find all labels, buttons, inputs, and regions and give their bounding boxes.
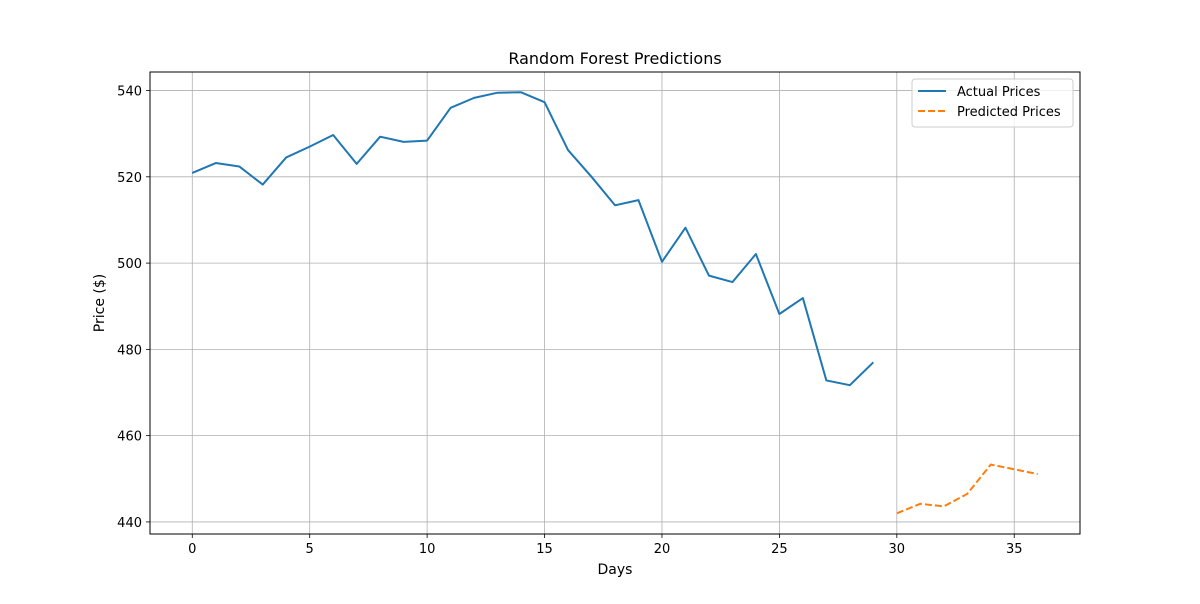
data-point-actual-prices bbox=[708, 275, 710, 277]
data-point-actual-prices bbox=[215, 162, 217, 164]
legend-box bbox=[911, 78, 1074, 128]
y-tick-label: 480 bbox=[117, 343, 142, 358]
ticks: 0 5 10 15 20 25 30 35 440 460 480 500 520 540 bbox=[117, 85, 1022, 557]
data-point-actual-prices bbox=[309, 146, 311, 148]
data-point-actual-prices bbox=[637, 199, 639, 201]
data-point-actual-prices bbox=[872, 361, 874, 363]
data-point-actual-prices bbox=[731, 281, 733, 283]
data-point-actual-prices bbox=[426, 140, 428, 142]
x-tick-label: 0 bbox=[188, 542, 196, 557]
y-tick-label: 440 bbox=[117, 516, 142, 531]
data-point-actual-prices bbox=[356, 163, 358, 165]
x-tick-label: 25 bbox=[771, 542, 788, 557]
data-point-actual-prices bbox=[614, 204, 616, 206]
y-tick-label: 520 bbox=[117, 171, 142, 186]
data-point-predicted-prices bbox=[919, 503, 921, 505]
data-point-actual-prices bbox=[802, 297, 804, 299]
y-tick-label: 540 bbox=[117, 85, 142, 100]
legend: Actual Prices Predicted Prices bbox=[911, 78, 1074, 128]
data-point-actual-prices bbox=[450, 107, 452, 109]
data-point-actual-prices bbox=[661, 261, 663, 263]
data-point-actual-prices bbox=[567, 149, 569, 151]
data-point-actual-prices bbox=[473, 97, 475, 99]
legend-label-predicted-prices: Predicted Prices bbox=[957, 105, 1061, 120]
data-point-actual-prices bbox=[591, 176, 593, 178]
data-point-actual-prices bbox=[285, 156, 287, 158]
data-point-actual-prices bbox=[332, 134, 334, 136]
chart-title: Random Forest Predictions bbox=[508, 49, 721, 68]
data-point-predicted-prices bbox=[1013, 468, 1015, 470]
data-point-actual-prices bbox=[262, 184, 264, 186]
data-point-actual-prices bbox=[825, 379, 827, 381]
series-line-actual-prices bbox=[191, 91, 875, 387]
data-point-predicted-prices bbox=[990, 464, 992, 466]
data-point-actual-prices bbox=[497, 92, 499, 94]
x-tick-label: 15 bbox=[536, 542, 553, 557]
data-point-actual-prices bbox=[544, 101, 546, 103]
data-point-actual-prices bbox=[191, 172, 193, 174]
data-point-predicted-prices bbox=[1037, 473, 1039, 475]
x-tick-label: 30 bbox=[889, 542, 906, 557]
data-point-actual-prices bbox=[403, 141, 405, 143]
y-tick-label: 460 bbox=[117, 430, 142, 445]
y-tick-label: 500 bbox=[117, 257, 142, 272]
x-tick-label: 20 bbox=[654, 542, 671, 557]
y-axis-label: Price ($) bbox=[92, 274, 108, 332]
data-point-actual-prices bbox=[379, 136, 381, 138]
x-tick-label: 10 bbox=[419, 542, 436, 557]
data-point-actual-prices bbox=[778, 313, 780, 315]
data-point-predicted-prices bbox=[966, 493, 968, 495]
x-tick-label: 35 bbox=[1006, 542, 1023, 557]
series-layer bbox=[191, 91, 1039, 515]
plot-frame bbox=[149, 71, 1081, 535]
data-point-actual-prices bbox=[684, 227, 686, 229]
legend-label-actual-prices: Actual Prices bbox=[957, 85, 1041, 100]
data-point-actual-prices bbox=[755, 253, 757, 255]
grid bbox=[150, 72, 1080, 534]
data-point-predicted-prices bbox=[943, 505, 945, 507]
data-point-actual-prices bbox=[520, 91, 522, 93]
x-axis-label: Days bbox=[598, 562, 633, 578]
series-line-predicted-prices bbox=[896, 463, 1038, 515]
data-point-actual-prices bbox=[849, 384, 851, 386]
x-tick-label: 5 bbox=[306, 542, 314, 557]
data-point-predicted-prices bbox=[896, 512, 898, 514]
data-point-actual-prices bbox=[238, 165, 240, 167]
